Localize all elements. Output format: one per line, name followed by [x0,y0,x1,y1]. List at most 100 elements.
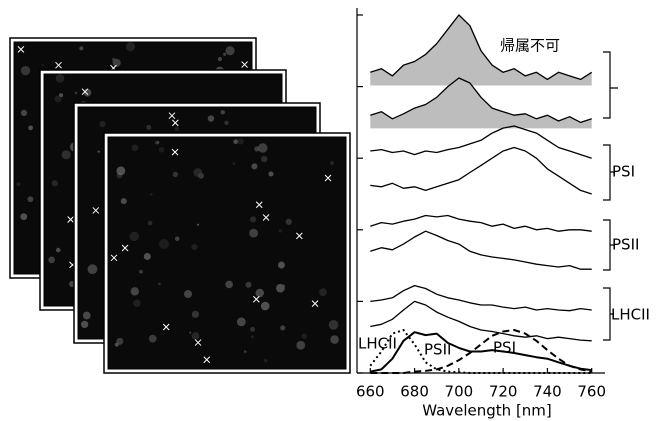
x-tick-label: 700 [445,383,474,401]
speckle [192,332,200,340]
spectrum [370,216,591,232]
speckle [159,239,169,249]
x-tick-label: 680 [400,383,429,401]
speckle [329,320,339,330]
speckle [330,161,334,165]
image [108,137,346,369]
speckle [238,138,244,144]
series-label: PSII [424,341,451,359]
speckle [129,232,138,241]
speckle [81,321,88,328]
speckle [286,219,292,225]
speckle [280,325,285,330]
microscopy-stack [10,38,350,373]
speckle [192,311,199,318]
speckle [261,156,268,163]
speckle [249,229,258,238]
speckle [98,150,100,152]
speckle [126,42,135,51]
speckle [301,333,307,339]
speckle [197,224,199,226]
x-tick-label: 660 [356,383,385,401]
spectrum [370,301,591,340]
speckle [281,284,285,288]
speckle [221,110,225,114]
speckle [157,141,159,143]
speckle [112,58,116,62]
speckle [62,150,71,159]
speckle [56,74,65,83]
speckle [175,237,179,241]
speckle [144,253,151,260]
speckle [116,338,123,345]
annotation: LHCII [611,306,650,324]
speckle [244,350,246,352]
speckle [131,287,139,295]
speckle [146,125,151,130]
x-tick-label: 720 [489,383,518,401]
spectrum [370,286,591,311]
speckle [233,139,238,144]
x-tick-label: 740 [533,383,562,401]
speckle [20,213,27,220]
speckle [233,162,235,164]
speckle [319,288,327,296]
speckle [99,121,105,127]
annotation: 帰属不可 [500,37,560,55]
speckle [28,196,34,202]
x-tick-label: 760 [577,383,606,401]
speckle [251,335,254,338]
speckle [268,171,273,176]
speckle [184,290,192,298]
speckle [237,317,246,326]
speckle [175,127,179,131]
annotation: PSII [612,236,639,254]
speckle [16,182,20,186]
speckle [149,335,157,343]
speckle [251,163,257,169]
speckle [83,312,91,320]
figure: 660 680 700 720 740 760 帰属不可 PSI PSII LHCII L… [0,0,668,421]
speckle [296,341,305,350]
spectrum [370,148,591,195]
speckle [245,282,251,288]
speckle [88,264,98,274]
speckle [56,248,61,253]
speckle [193,168,202,177]
speckle [264,359,268,363]
speckle [254,146,259,151]
speckle [48,256,55,263]
speckle [173,172,178,177]
spectrum [370,126,591,158]
speckle [250,327,255,332]
speckle [225,281,233,289]
series-label: LHCII [358,335,397,353]
series-label: PSI [493,339,516,357]
speckle [278,262,285,269]
speckle [79,46,83,50]
x-axis-label: Wavelength [nm] [422,402,552,420]
spectrum [370,231,591,269]
speckle [150,193,152,195]
speckle [148,221,153,226]
speckle [261,302,270,311]
speckle [224,121,228,125]
speckle [133,299,140,306]
speckle [21,66,30,75]
spectrum [370,332,591,371]
speckle [75,92,78,95]
speckle [159,147,165,153]
speckle [21,110,27,116]
speckle [208,115,214,121]
speckle [223,53,226,56]
speckle [121,198,127,204]
annotation: PSI [612,163,635,181]
speckle [189,331,191,333]
speckle [28,125,33,130]
speckle [158,282,161,285]
brackets [603,52,618,340]
speckle [250,216,256,222]
speckle [52,180,58,186]
speckle [55,95,62,102]
speckle [116,166,125,175]
